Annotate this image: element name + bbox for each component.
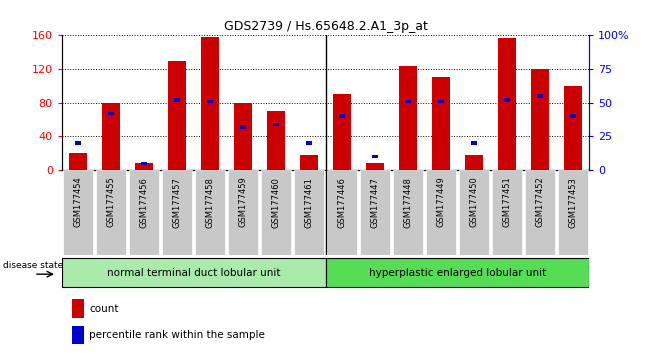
Text: GSM177454: GSM177454 (74, 177, 83, 228)
Bar (333, 94, 351, 170)
Bar (273, 122, 279, 126)
Bar (201, 37, 219, 170)
Bar (465, 155, 483, 170)
Text: GSM177456: GSM177456 (140, 177, 148, 228)
Text: normal terminal duct lobular unit: normal terminal duct lobular unit (107, 268, 281, 278)
Bar (531, 69, 549, 170)
FancyBboxPatch shape (393, 170, 422, 255)
FancyBboxPatch shape (459, 170, 489, 255)
Bar (267, 111, 285, 170)
Text: GSM177460: GSM177460 (271, 177, 281, 228)
Text: GSM177459: GSM177459 (239, 177, 247, 228)
FancyBboxPatch shape (492, 170, 521, 255)
Text: GSM177461: GSM177461 (305, 177, 314, 228)
Text: GSM177451: GSM177451 (503, 177, 511, 228)
Bar (174, 98, 180, 102)
Bar (570, 114, 575, 118)
Bar (399, 65, 417, 170)
FancyBboxPatch shape (558, 170, 587, 255)
Title: GDS2739 / Hs.65648.2.A1_3p_at: GDS2739 / Hs.65648.2.A1_3p_at (223, 20, 428, 33)
Text: GSM177446: GSM177446 (337, 177, 346, 228)
Bar (405, 99, 411, 103)
FancyBboxPatch shape (62, 258, 326, 287)
Text: GSM177452: GSM177452 (535, 177, 544, 228)
FancyBboxPatch shape (229, 170, 258, 255)
Text: GSM177448: GSM177448 (404, 177, 412, 228)
FancyBboxPatch shape (261, 170, 291, 255)
Bar (102, 103, 120, 170)
FancyBboxPatch shape (327, 170, 357, 255)
Bar (471, 141, 477, 145)
Text: GSM177457: GSM177457 (173, 177, 182, 228)
FancyBboxPatch shape (64, 170, 93, 255)
Text: GSM177455: GSM177455 (107, 177, 116, 228)
FancyBboxPatch shape (130, 170, 159, 255)
Bar (72, 299, 84, 318)
Bar (240, 125, 246, 129)
Text: GSM177453: GSM177453 (568, 177, 577, 228)
Text: GSM177447: GSM177447 (370, 177, 380, 228)
Bar (300, 155, 318, 170)
Bar (207, 99, 213, 103)
FancyBboxPatch shape (195, 170, 225, 255)
Text: GSM177449: GSM177449 (436, 177, 445, 228)
FancyBboxPatch shape (96, 170, 126, 255)
Bar (504, 98, 510, 102)
Bar (141, 161, 147, 165)
Bar (438, 99, 444, 103)
Bar (108, 112, 114, 115)
Bar (372, 155, 378, 158)
Bar (339, 114, 345, 118)
Text: hyperplastic enlarged lobular unit: hyperplastic enlarged lobular unit (368, 268, 546, 278)
Bar (498, 38, 516, 170)
Text: disease state: disease state (3, 261, 63, 270)
Bar (366, 163, 384, 170)
FancyBboxPatch shape (326, 258, 589, 287)
FancyBboxPatch shape (162, 170, 192, 255)
Bar (69, 153, 87, 170)
Bar (537, 94, 543, 98)
FancyBboxPatch shape (525, 170, 555, 255)
FancyBboxPatch shape (294, 170, 324, 255)
Bar (234, 103, 252, 170)
FancyBboxPatch shape (360, 170, 390, 255)
Bar (168, 61, 186, 170)
Text: percentile rank within the sample: percentile rank within the sample (89, 330, 265, 339)
Bar (564, 86, 582, 170)
Text: count: count (89, 303, 118, 314)
Bar (76, 141, 81, 145)
Text: GSM177458: GSM177458 (206, 177, 215, 228)
FancyBboxPatch shape (426, 170, 456, 255)
Bar (72, 326, 84, 344)
Bar (135, 163, 153, 170)
Text: GSM177450: GSM177450 (469, 177, 478, 228)
Bar (432, 78, 450, 170)
Bar (306, 141, 312, 145)
